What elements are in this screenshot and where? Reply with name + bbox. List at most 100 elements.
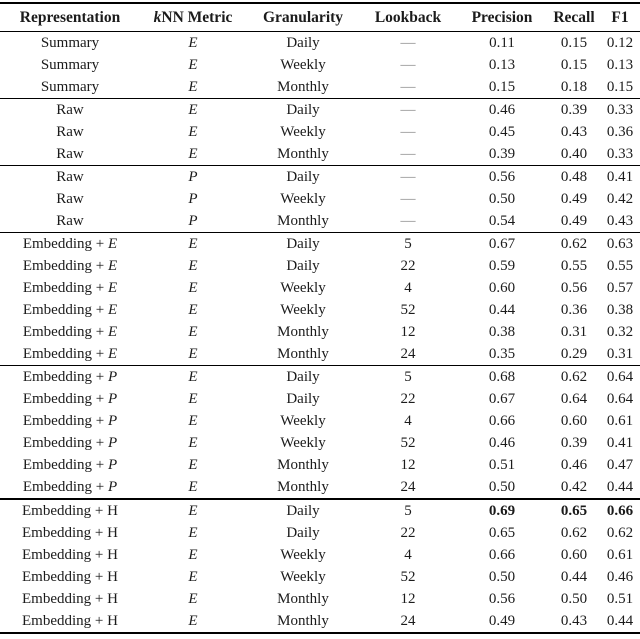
representation-math-symbol: E [107, 301, 118, 318]
cell-lookback: — [400, 212, 416, 229]
cell-f1: 0.43 [606, 212, 634, 229]
cell-granularity: Daily [286, 34, 320, 51]
table-group: Embedding + P E Daily 5 0.68 0.62 0.64 Embeddin… [0, 365, 640, 500]
cell-granularity: Weekly [280, 279, 326, 296]
table-row: Embedding + P E Weekly 52 0.46 0.39 0.41 [0, 432, 640, 454]
cell-representation: Embedding + H [0, 544, 140, 566]
cell-lookback: — [400, 56, 416, 73]
metric-math-symbol: E [188, 456, 198, 473]
representation-math-symbol: P [107, 456, 118, 473]
cell-representation: Embedding + P [0, 454, 140, 476]
cell-granularity: Weekly [280, 123, 326, 140]
cell-f1: 0.44 [606, 478, 634, 495]
metric-math-symbol: E [188, 257, 198, 274]
representation-text: Embedding + [22, 412, 108, 429]
cell-representation: Raw [0, 143, 140, 166]
cell-knn-metric: E [140, 321, 246, 343]
table-row: Summary E Weekly — 0.13 0.15 0.13 [0, 54, 640, 76]
table-row: Embedding + P E Daily 5 0.68 0.62 0.64 [0, 366, 640, 389]
metric-math-symbol: E [188, 301, 198, 318]
header-italic-k: k [153, 8, 162, 26]
cell-precision: 0.38 [488, 323, 516, 340]
representation-text: Embedding + [22, 478, 108, 495]
metric-math-symbol: E [188, 235, 198, 252]
cell-f1: 0.36 [606, 123, 634, 140]
metric-math-symbol: E [188, 390, 198, 407]
representation-text: Raw [56, 145, 84, 162]
cell-granularity: Weekly [280, 190, 326, 207]
cell-granularity: Daily [286, 101, 320, 118]
metric-math-symbol: E [188, 524, 198, 541]
header-label: Precision [471, 8, 533, 26]
metric-math-symbol: E [188, 612, 198, 629]
cell-f1: 0.38 [606, 301, 634, 318]
cell-precision: 0.49 [488, 612, 516, 629]
cell-precision: 0.56 [488, 590, 516, 607]
cell-granularity: Weekly [280, 412, 326, 429]
metric-math-symbol: E [188, 323, 198, 340]
cell-lookback: 52 [400, 568, 416, 585]
metric-math-symbol: E [188, 434, 198, 451]
table-row: Embedding + E E Daily 22 0.59 0.55 0.55 [0, 255, 640, 277]
cell-recall: 0.49 [560, 190, 588, 207]
representation-text: Embedding + H [22, 568, 118, 585]
cell-knn-metric: P [140, 188, 246, 210]
cell-knn-metric: E [140, 233, 246, 256]
cell-precision: 0.67 [488, 390, 516, 407]
header-label: F1 [611, 8, 629, 26]
metric-math-symbol: E [188, 123, 198, 140]
cell-granularity: Daily [286, 390, 320, 407]
cell-recall: 0.39 [560, 434, 588, 451]
cell-f1: 0.61 [606, 412, 634, 429]
metric-math-symbol: E [188, 279, 198, 296]
cell-lookback: 24 [400, 612, 416, 629]
table-row: Raw E Weekly — 0.45 0.43 0.36 [0, 121, 640, 143]
cell-granularity: Weekly [280, 568, 326, 585]
cell-f1: 0.47 [606, 456, 634, 473]
header-label: Granularity [262, 8, 344, 26]
table-row: Summary E Daily — 0.11 0.15 0.12 [0, 32, 640, 55]
representation-math-symbol: P [107, 434, 118, 451]
cell-f1: 0.46 [606, 568, 634, 585]
cell-f1: 0.42 [606, 190, 634, 207]
table-row: Embedding + E E Monthly 12 0.38 0.31 0.32 [0, 321, 640, 343]
cell-knn-metric: E [140, 366, 246, 389]
cell-f1: 0.15 [606, 78, 634, 95]
metric-math-symbol: E [188, 345, 198, 362]
representation-text: Raw [56, 101, 84, 118]
table-row: Embedding + E E Weekly 52 0.44 0.36 0.38 [0, 299, 640, 321]
cell-lookback: 22 [400, 390, 416, 407]
cell-lookback: 24 [400, 478, 416, 495]
cell-granularity: Weekly [280, 301, 326, 318]
cell-representation: Raw [0, 210, 140, 233]
cell-recall: 0.62 [560, 368, 588, 385]
cell-granularity: Daily [286, 368, 320, 385]
cell-recall: 0.55 [560, 257, 588, 274]
cell-lookback: — [400, 190, 416, 207]
column-header-granularity: Granularity [246, 3, 360, 32]
table-row: Summary E Monthly — 0.15 0.18 0.15 [0, 76, 640, 99]
cell-granularity: Weekly [280, 56, 326, 73]
cell-recall: 0.15 [560, 56, 588, 73]
cell-precision: 0.44 [488, 301, 516, 318]
cell-granularity: Monthly [277, 212, 329, 229]
cell-lookback: 22 [400, 524, 416, 541]
cell-lookback: 4 [404, 279, 412, 296]
cell-f1: 0.33 [606, 145, 634, 162]
cell-representation: Summary [0, 76, 140, 99]
table-row: Embedding + P E Weekly 4 0.66 0.60 0.61 [0, 410, 640, 432]
metric-math-symbol: E [188, 546, 198, 563]
cell-granularity: Monthly [277, 612, 329, 629]
cell-recall: 0.42 [560, 478, 588, 495]
representation-math-symbol: E [107, 235, 118, 252]
representation-text: Embedding + [22, 345, 108, 362]
cell-lookback: 52 [400, 434, 416, 451]
cell-representation: Embedding + E [0, 343, 140, 366]
metric-math-symbol: E [188, 368, 198, 385]
header-row: Representation kNN Metric Granularity Lo… [0, 3, 640, 32]
cell-f1: 0.57 [606, 279, 634, 296]
table-row: Embedding + E E Weekly 4 0.60 0.56 0.57 [0, 277, 640, 299]
representation-text: Embedding + H [22, 502, 118, 519]
representation-text: Embedding + H [22, 612, 118, 629]
cell-recall: 0.40 [560, 145, 588, 162]
